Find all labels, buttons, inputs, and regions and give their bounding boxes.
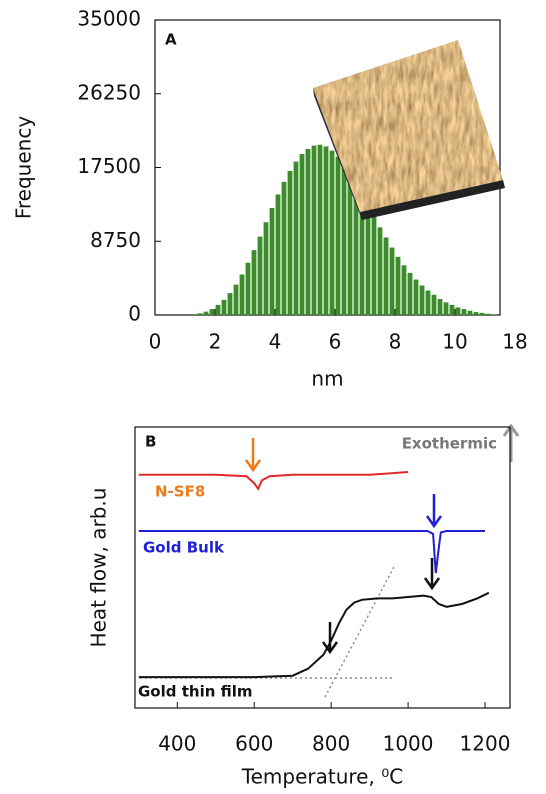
bar	[474, 312, 479, 315]
bar	[438, 299, 443, 315]
x-axis-label: Temperature, ⁰C	[241, 765, 403, 789]
series-label: N-SF8	[155, 483, 205, 501]
bar	[372, 216, 377, 315]
series-label: Gold thin film	[138, 683, 253, 701]
bar	[270, 208, 275, 315]
y-tick-label: 8750	[90, 228, 141, 252]
y-tick-label: 0	[128, 302, 141, 326]
bar	[366, 205, 371, 315]
bar	[210, 309, 215, 315]
x-tick-label: 8	[389, 330, 402, 354]
bar	[252, 250, 257, 315]
bar	[288, 171, 293, 315]
bar	[480, 313, 485, 315]
bar	[312, 146, 317, 315]
y-axis-label: Heat flow, arb.u	[87, 488, 111, 648]
bar	[234, 285, 239, 315]
bar	[486, 314, 491, 315]
bar	[294, 162, 299, 315]
bar	[348, 173, 353, 315]
x-tick-label: 0	[149, 330, 162, 354]
y-tick-label: 35000	[77, 7, 141, 31]
x-tick-label: 18	[502, 330, 527, 354]
bar	[330, 151, 335, 315]
plot-frame	[135, 427, 510, 708]
arrows	[140, 426, 518, 697]
series-label: Gold Bulk	[143, 539, 225, 557]
bar	[420, 286, 425, 316]
panel-label: A	[165, 31, 177, 49]
bar	[258, 237, 263, 315]
bar	[414, 280, 419, 315]
bar	[222, 300, 227, 315]
series-line	[139, 593, 489, 677]
x-tick-label: 1200	[460, 732, 511, 756]
bar	[396, 257, 401, 315]
bar	[432, 295, 437, 315]
bar	[192, 314, 197, 315]
x-tick-label: 6	[329, 330, 342, 354]
x-tick-label: 2	[209, 330, 222, 354]
panel-label: B	[145, 433, 156, 451]
bar	[276, 194, 281, 315]
bar	[306, 149, 311, 315]
bar	[342, 164, 347, 315]
bar	[444, 302, 449, 315]
bar	[324, 146, 329, 315]
x-tick-label: 1000	[383, 732, 434, 756]
figure: 0 2 4 6 8 10 18 0 8750 17500 26250 35000 nm Frequency…	[0, 0, 546, 794]
y-tick-label: 26250	[77, 80, 141, 104]
bar	[246, 263, 251, 315]
y-tick-label: 17500	[77, 154, 141, 178]
y-axis-label: Frequency	[12, 116, 36, 219]
x-tick-label: 600	[235, 732, 273, 756]
x-axis-label: nm	[311, 367, 343, 391]
bar	[426, 291, 431, 315]
x-tick-label: 800	[312, 732, 350, 756]
bar	[456, 307, 461, 315]
x-tick-label: 400	[158, 732, 196, 756]
bar	[282, 182, 287, 315]
bar	[492, 314, 497, 315]
x-tick-label: 10	[442, 330, 467, 354]
bar	[300, 154, 305, 315]
bar	[198, 313, 203, 315]
bar	[468, 311, 473, 315]
bar	[228, 293, 233, 315]
annotation: Exothermic	[402, 435, 497, 453]
bar	[402, 265, 407, 315]
bar	[408, 273, 413, 315]
bar	[336, 157, 341, 315]
x-tick-label: 4	[269, 330, 282, 354]
bar	[378, 227, 383, 315]
bar	[462, 309, 467, 315]
bar	[318, 145, 323, 315]
bar	[384, 237, 389, 315]
bar	[264, 222, 269, 315]
bar	[390, 248, 395, 315]
bar	[450, 305, 455, 315]
bar	[204, 312, 209, 315]
bar	[240, 275, 245, 315]
bar	[216, 305, 221, 315]
